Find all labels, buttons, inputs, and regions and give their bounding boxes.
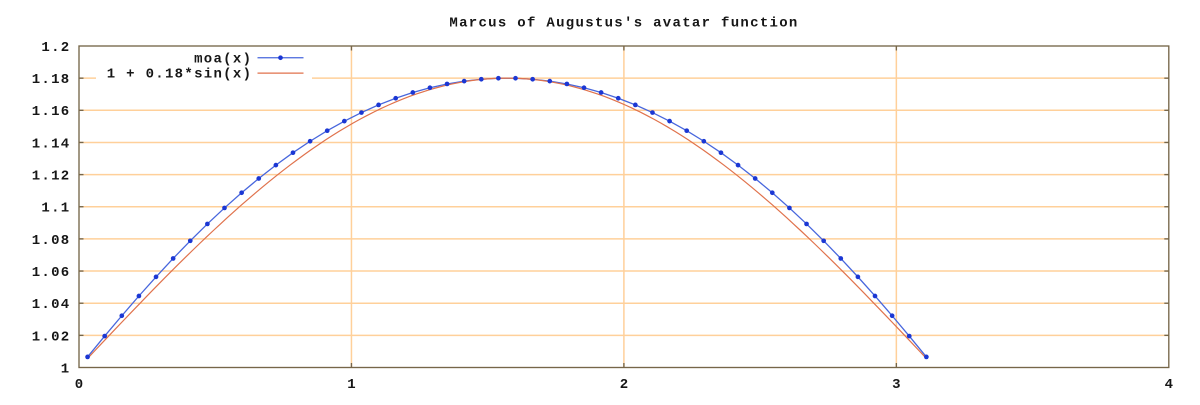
svg-text:1.04: 1.04 (32, 297, 71, 313)
svg-text:3: 3 (892, 377, 902, 393)
svg-text:1.02: 1.02 (32, 329, 71, 345)
svg-text:1: 1 (61, 361, 71, 377)
svg-text:4: 4 (1165, 377, 1175, 393)
svg-text:0: 0 (75, 377, 85, 393)
svg-text:1.16: 1.16 (32, 104, 71, 120)
svg-text:1.06: 1.06 (32, 265, 71, 281)
svg-text:1 + 0.18*sin(x): 1 + 0.18*sin(x) (107, 67, 253, 83)
svg-text:1.2: 1.2 (41, 40, 70, 56)
svg-text:moa(x): moa(x) (194, 51, 252, 67)
svg-text:1.12: 1.12 (32, 169, 71, 185)
svg-text:Marcus of Augustus's avatar fu: Marcus of Augustus's avatar function (449, 16, 798, 32)
svg-text:1.1: 1.1 (41, 201, 70, 217)
svg-text:2: 2 (620, 377, 630, 393)
svg-text:1.18: 1.18 (32, 72, 71, 88)
svg-text:1: 1 (347, 377, 357, 393)
svg-text:1.14: 1.14 (32, 136, 71, 152)
svg-text:1.08: 1.08 (32, 233, 71, 249)
